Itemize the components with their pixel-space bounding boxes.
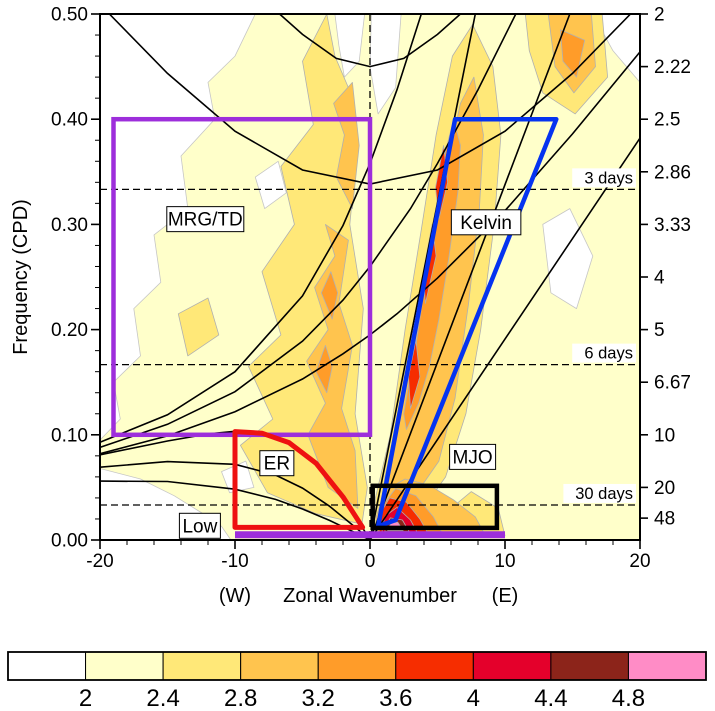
y-tick-label: 0.30 [51,215,88,236]
mjo-label: MJO [453,447,493,468]
right-axis-label-6.67: 6.67 [654,373,691,394]
dispersion-curve-mrg-eig-h90 [100,14,423,443]
mrg-td-label: MRG/TD [168,210,243,231]
kelvin-label: Kelvin [460,213,512,234]
mrg-td-filter-outline [111,116,373,438]
colorbar-tick-label-2.4: 2.4 [146,685,179,711]
colorbar-tick-label-4.4: 4.4 [534,685,567,711]
colorbar-tick-label-2.8: 2.8 [224,685,257,711]
right-axis-label-2.5: 2.5 [654,110,680,131]
x-tick-label: -20 [86,551,113,572]
kelvin-label-box [450,209,522,236]
right-axis-label-48: 48 [654,509,675,530]
kelvin-filter-outline [375,116,559,529]
wave-filter-boxes [111,116,559,539]
er-label-box [259,450,295,477]
colorbar-tick-label-4: 4 [467,685,480,711]
dispersion-curve-er-h25 [100,460,371,540]
mrg-td-label-box [166,206,245,233]
period-label-6-days: 6 days [584,345,633,363]
period-label-3-days: 3 days [584,169,633,187]
dispersion-curve-kelvin-h25 [369,14,571,540]
right-axis-label-5: 5 [654,320,665,341]
contour-region-white-top-gap [369,14,402,115]
contour-region-orange-top-right [560,29,585,78]
period-label-box [572,168,636,188]
period-label-box [572,343,636,363]
colorbar-cell-7 [550,651,629,681]
colorbar: 2 2.4 2.8 3.2 3.6 4 4.4 4.8 [7,651,707,711]
colorbar-tick-label-3.2: 3.2 [302,685,335,711]
contour-region-yellow-left-patch [177,297,220,357]
right-axis-label-20: 20 [654,478,675,499]
low-label-box [178,512,221,539]
x-axis-east-label: (E) [492,585,519,607]
dispersion-curve-ig-n1-h25 [279,14,461,68]
right-axis-label-2.86: 2.86 [654,162,691,183]
x-tick-label: 0 [365,551,376,572]
y-tick-label: 0.20 [51,320,88,341]
colorbar-tick-label-4.8: 4.8 [612,685,645,711]
right-axis-label-10: 10 [654,425,675,446]
contour-region-orange-west-1 [315,345,333,394]
colorbar-cell-4 [317,651,397,681]
dispersion-curve-kelvin-h90 [369,14,477,540]
colorbar-tick-label-3.6: 3.6 [379,685,412,711]
x-axis-title: Zonal Wavenumber [283,585,457,607]
colorbar-cell-6 [472,651,552,681]
y-tick-label: 0.00 [51,531,88,552]
right-axis-label-3.33: 3.33 [654,215,691,236]
x-tick-label: 10 [494,551,515,572]
colorbar-cell-3 [240,651,319,681]
right-axis-label-2: 2 [654,5,665,26]
colorbar-tick-label-2: 2 [79,685,92,711]
er-filter-outline [232,429,366,530]
y-tick-label: 0.50 [51,5,88,26]
x-tick-label: 20 [629,551,650,572]
dispersion-curve-mrg-eig-h25 [100,14,517,449]
colorbar-cell-8 [627,651,707,681]
er-label: ER [264,454,290,475]
colorbar-cell-0 [7,651,87,681]
period-label-box [563,483,636,503]
y-axis-title: Frequency (CPD) [10,199,32,355]
colorbar-cell-5 [395,651,474,681]
y-tick-label: 0.10 [51,425,88,446]
colorbar-border [7,651,707,681]
right-axis-label-4: 4 [654,268,665,289]
colorbar-cell-2 [162,651,242,681]
contour-region-orange-west-2 [321,271,338,320]
mjo-filter-outline [370,483,500,531]
x-tick-label: -10 [221,551,248,572]
wave-labels: MRG/TD Kelvin ER MJO Low [166,206,522,539]
contour-region-white-mid-right [542,208,594,309]
contour-region-white-left-hole-1 [254,160,287,209]
period-label-30-days: 30 days [575,485,633,503]
right-axis-label-2.22: 2.22 [654,57,691,78]
period-annotations: 3 days 6 days 30 days [563,168,636,503]
x-axis-west-label: (W) [219,585,251,607]
colorbar-cell-1 [85,651,164,681]
axes: -20 -10 0 10 20 0.00 0.10 0.20 0.30 0.40 0.50 2 2.22… [10,5,691,608]
contour-region-white-top-center [334,14,365,78]
low-label: Low [182,516,217,537]
mjo-label-box [449,443,497,470]
y-tick-label: 0.40 [51,110,88,131]
dispersion-curve-er-h8 [100,480,371,540]
contour-region-red-kelvin-3 [408,339,421,409]
